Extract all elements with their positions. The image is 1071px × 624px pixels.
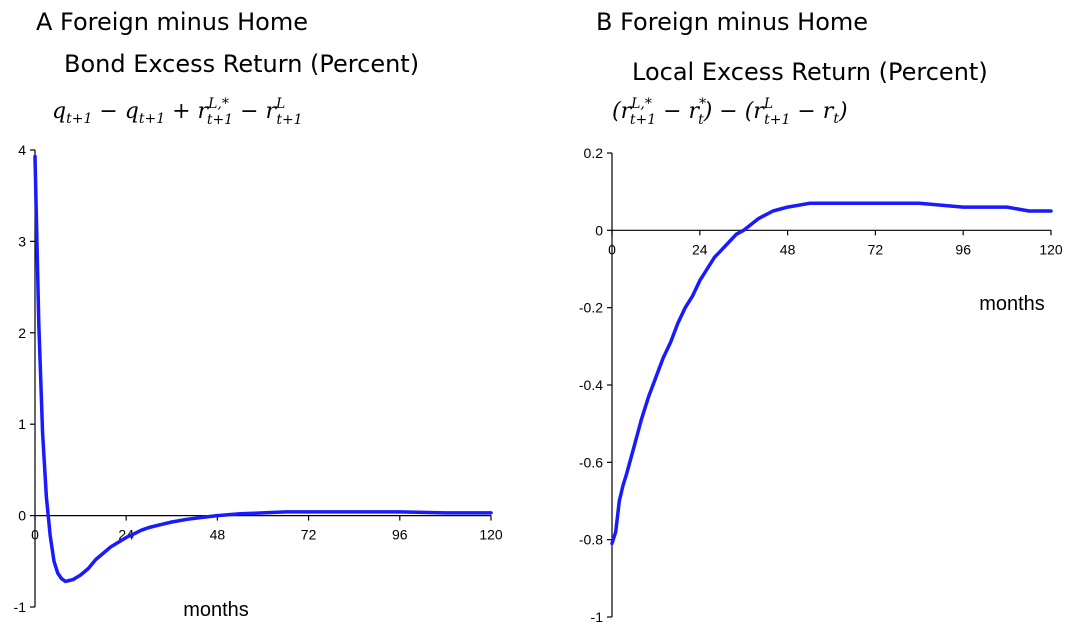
panel-b-title: B Foreign minus Home [596, 8, 868, 36]
panel-b-y-tick-label: -1 [591, 609, 604, 624]
panel-b-y-tick-label: -0.6 [579, 454, 603, 470]
panel-b-formula: (rL,* t+1 − r* t) − (rL t+1 − rt) [612, 96, 848, 128]
panel-b-series-line [610, 201, 1053, 546]
panel-b-x-tick-label: 0 [608, 241, 616, 257]
panel-b-x-tick-label: 72 [868, 241, 884, 257]
panel-a-y-tick-label: -1 [14, 599, 27, 615]
panel-a-x-tick-label: 72 [301, 527, 317, 543]
panel-b-x-tick-label: 96 [955, 241, 971, 257]
panel-a-y-tick-label: 4 [18, 142, 26, 158]
panel-a-x-tick-label: 48 [210, 527, 226, 543]
panel-a-x-tick-label: 96 [392, 527, 408, 543]
panel-a-series-line [33, 154, 493, 584]
panel-b-y-tick-label: 0 [595, 222, 603, 238]
panel-b-x-tick-label: 120 [1039, 241, 1063, 257]
panel-b-xlabel: months [979, 293, 1045, 315]
panel-b-plot: -1 -0.8 -0.6 -0.4 -0.2 0 0.2 0 24 48 72 96 120 months [579, 145, 1063, 624]
panel-a-title: A Foreign minus Home [36, 8, 308, 36]
panel-a-y-tick-label: 0 [18, 508, 26, 524]
panel-b-y-tick-label: -0.4 [579, 377, 603, 393]
panel-a-subtitle: Bond Excess Return (Percent) [64, 50, 419, 78]
panel-b-x-tick-label: 48 [780, 241, 796, 257]
panel-a-formula: qt+1 − qt+1 + rL,* t+1 − rL t+1 [52, 96, 303, 128]
panel-b-y-tick-label: 0.2 [584, 145, 604, 161]
panel-a-y-tick-label: 3 [18, 233, 26, 249]
panel-b-y-tick-label: -0.8 [579, 532, 603, 548]
panel-a-xlabel: months [183, 599, 249, 621]
panel-b-x-tick-label: 24 [692, 241, 708, 257]
panel-b-subtitle: Local Excess Return (Percent) [632, 58, 988, 86]
panel-b-y-tick-label: -0.2 [579, 300, 603, 316]
panel-a-x-tick-label: 120 [479, 527, 503, 543]
panel-a-y-tick-label: 1 [18, 416, 26, 432]
panel-a-x-tick-label: 0 [31, 527, 39, 543]
panel-a-y-tick-label: 2 [18, 325, 26, 341]
